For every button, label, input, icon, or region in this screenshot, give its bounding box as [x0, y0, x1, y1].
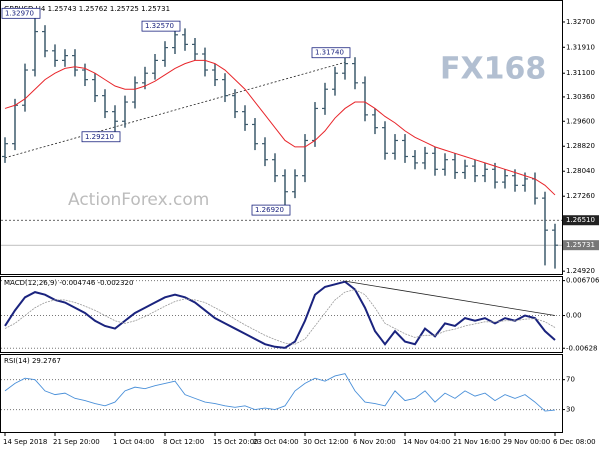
x-tick-label: 14 Nov 04:00 [403, 438, 450, 446]
annotation-box [251, 204, 291, 216]
x-tick-label: 14 Sep 2018 [3, 438, 47, 446]
y-tick-label: 1.32700 [566, 18, 595, 26]
chart-title: GBPUSD,H4 1.25743 1.25762 1.25725 1.2573… [4, 5, 170, 13]
y-tick-label: 1.28820 [566, 142, 595, 150]
rsi-title: RSI(14) 29.2767 [4, 357, 61, 365]
moving-average [4, 59, 556, 196]
y-tick-label: -0.00628 [566, 344, 597, 352]
annotation-box [311, 47, 351, 59]
y-tick-label: 1.27260 [566, 192, 595, 200]
macd-line [4, 280, 556, 349]
y-tick-label: 1.28040 [566, 167, 595, 175]
level-label-box [563, 240, 599, 251]
y-tick-label: 1.30360 [566, 93, 595, 101]
trendline [4, 61, 346, 159]
annotation-box [1, 7, 41, 19]
x-tick-label: 21 Sep 20:00 [53, 438, 100, 446]
x-tick-label: 8 Oct 12:00 [163, 438, 204, 446]
main-panel-frame [0, 0, 563, 275]
y-tick-label: 0.006706 [566, 277, 600, 285]
x-tick-label: 1 Oct 04:00 [113, 438, 154, 446]
x-tick-label: 6 Dec 08:00 [553, 438, 596, 446]
annotation-label: 1.29210 [85, 133, 114, 141]
x-tick-label: 15 Oct 20:00 [213, 438, 259, 446]
y-tick-label: 0.00 [566, 312, 582, 320]
level-label-box [563, 215, 599, 226]
trendline [344, 280, 556, 316]
macd-panel-frame [0, 276, 563, 353]
y-tick-label: 1.31100 [566, 69, 595, 77]
annotation-label: 1.32570 [145, 22, 174, 30]
y-tick-label: 70 [566, 376, 575, 384]
x-tick-label: 23 Oct 04:00 [253, 438, 299, 446]
annotation-box [141, 20, 181, 32]
annotation-label: 1.31740 [315, 49, 344, 57]
level-label: 1.26510 [566, 216, 595, 224]
rsi-panel-frame [0, 354, 563, 433]
rsi-line [4, 373, 556, 412]
annotation-label: 1.26920 [255, 206, 284, 214]
y-tick-label: 1.31910 [566, 43, 595, 51]
y-tick-label: 1.24920 [566, 267, 595, 275]
annotation-box [81, 131, 121, 143]
macd-line [4, 289, 556, 345]
x-tick-label: 29 Nov 00:00 [503, 438, 550, 446]
annotation-label: 1.32970 [5, 9, 34, 17]
x-tick-label: 30 Oct 12:00 [303, 438, 349, 446]
x-tick-label: 21 Nov 16:00 [453, 438, 500, 446]
y-tick-label: 1.29600 [566, 117, 595, 125]
x-tick-label: 6 Nov 20:00 [353, 438, 396, 446]
level-label: 1.25731 [566, 241, 595, 249]
watermark: FX168 [440, 52, 546, 87]
watermark: ActionForex.com [68, 190, 209, 210]
macd-title: MACD(12,26,9) -0.004746 -0.002320 [4, 279, 133, 287]
y-tick-label: 30 [566, 406, 575, 414]
